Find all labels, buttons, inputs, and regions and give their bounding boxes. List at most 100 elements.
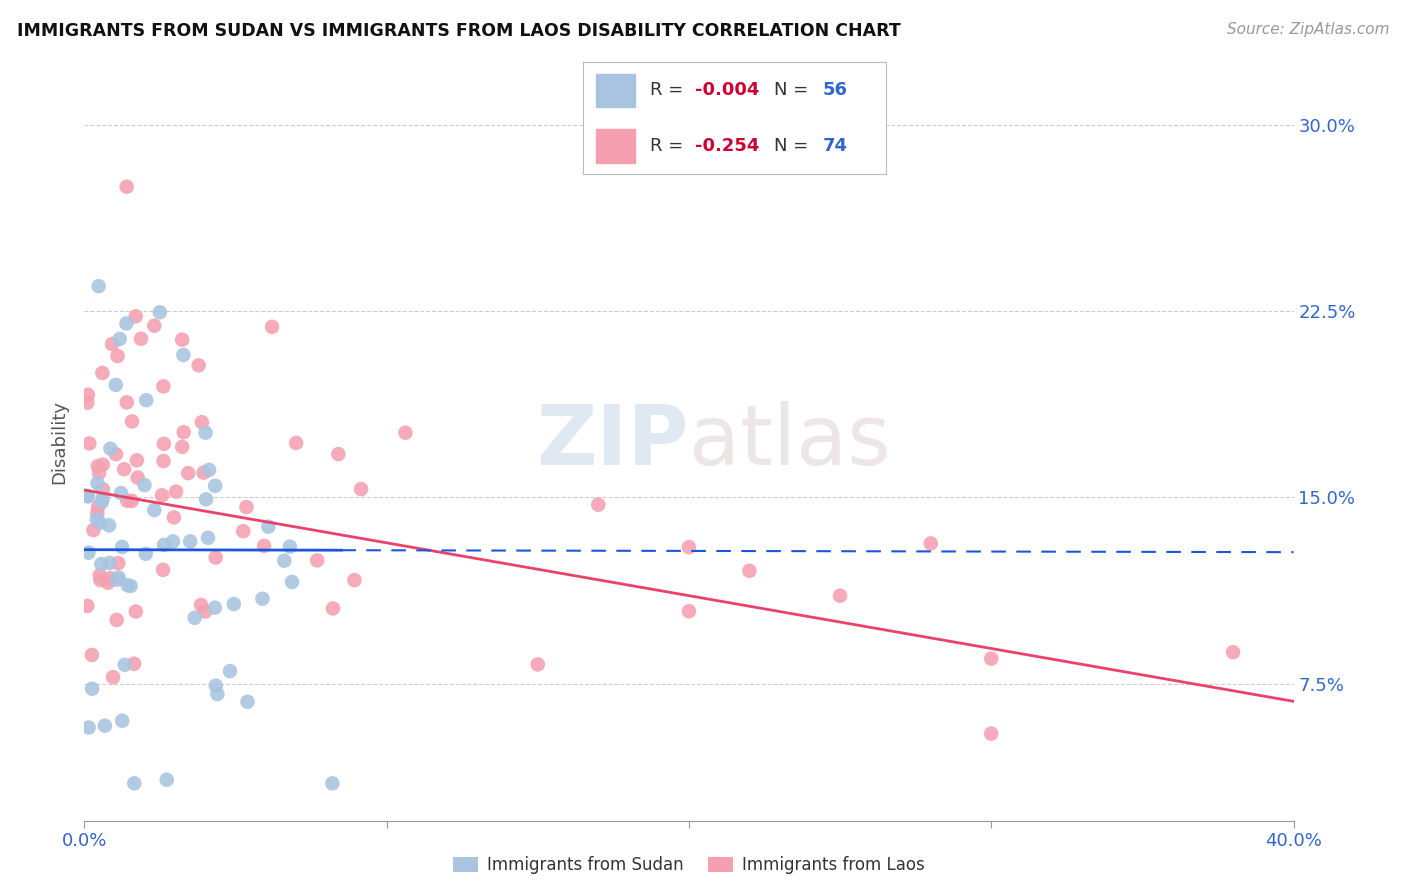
Point — [127, 470, 149, 484]
Point — [153, 437, 176, 451]
Point — [98, 556, 121, 570]
Point — [321, 776, 343, 790]
Text: N =: N = — [773, 81, 814, 99]
Point — [172, 440, 194, 454]
Point — [207, 687, 229, 701]
Point — [110, 486, 132, 500]
Y-axis label: Disability: Disability — [51, 400, 69, 483]
Point — [122, 657, 145, 671]
Point — [350, 482, 373, 496]
Point — [91, 458, 114, 472]
Point — [172, 333, 194, 347]
Point — [82, 681, 104, 696]
Point — [77, 489, 100, 503]
Point — [105, 573, 128, 587]
Point — [104, 377, 127, 392]
Point — [143, 503, 166, 517]
Point — [87, 500, 110, 514]
Point — [105, 613, 128, 627]
Point — [262, 319, 284, 334]
Point — [165, 484, 187, 499]
Point — [86, 512, 108, 526]
Text: -0.254: -0.254 — [696, 136, 759, 154]
Point — [143, 318, 166, 333]
Point — [117, 578, 139, 592]
Point — [219, 664, 242, 678]
Point — [198, 463, 221, 477]
Text: R =: R = — [650, 81, 689, 99]
Point — [121, 414, 143, 428]
Point — [527, 657, 550, 672]
Point — [86, 476, 108, 491]
Point — [76, 395, 98, 409]
Point — [235, 500, 257, 514]
Point — [278, 540, 301, 554]
Point — [156, 772, 179, 787]
Point — [97, 575, 120, 590]
Point — [129, 332, 152, 346]
Point — [980, 651, 1002, 665]
Point — [125, 605, 148, 619]
Point — [257, 519, 280, 533]
Point — [107, 349, 129, 363]
Text: R =: R = — [650, 136, 689, 154]
Point — [149, 305, 172, 319]
Point — [77, 388, 100, 402]
Point — [322, 601, 344, 615]
Point — [152, 563, 174, 577]
Point — [150, 488, 173, 502]
Point — [204, 550, 226, 565]
Point — [678, 540, 700, 554]
Point — [195, 492, 218, 507]
Point — [76, 489, 98, 503]
Point — [89, 573, 111, 587]
Point — [101, 670, 124, 684]
Point — [222, 597, 245, 611]
Point — [107, 570, 129, 584]
Point — [134, 478, 156, 492]
Point — [94, 719, 117, 733]
Point — [90, 557, 112, 571]
Point — [125, 453, 148, 467]
Point — [87, 466, 110, 480]
Point — [307, 553, 329, 567]
Point — [183, 611, 205, 625]
Point — [86, 506, 108, 520]
Point — [115, 317, 138, 331]
Point — [152, 379, 174, 393]
Point — [678, 604, 700, 618]
Point — [163, 510, 186, 524]
Point — [111, 540, 134, 554]
Point — [394, 425, 416, 440]
Text: IMMIGRANTS FROM SUDAN VS IMMIGRANTS FROM LAOS DISABILITY CORRELATION CHART: IMMIGRANTS FROM SUDAN VS IMMIGRANTS FROM… — [17, 22, 901, 40]
Point — [82, 523, 104, 537]
Point — [91, 495, 114, 509]
Point — [343, 573, 366, 587]
Point — [111, 714, 134, 728]
Point — [1222, 645, 1244, 659]
Point — [236, 695, 259, 709]
Point — [197, 531, 219, 545]
Point — [252, 591, 274, 606]
Point — [98, 518, 121, 533]
Point — [91, 482, 114, 496]
Point — [91, 366, 114, 380]
Point — [120, 579, 142, 593]
Point — [273, 554, 295, 568]
Point — [194, 605, 217, 619]
Point — [204, 600, 226, 615]
Point — [115, 179, 138, 194]
Point — [77, 546, 100, 560]
Text: 74: 74 — [823, 136, 848, 154]
Point — [91, 491, 114, 505]
Point — [89, 516, 111, 530]
Point — [187, 359, 209, 373]
Point — [76, 599, 98, 613]
Point — [89, 568, 111, 582]
Point — [100, 571, 122, 585]
Point — [104, 447, 127, 461]
Text: N =: N = — [773, 136, 814, 154]
Point — [79, 436, 101, 450]
Point — [173, 425, 195, 440]
Bar — [596, 73, 636, 107]
